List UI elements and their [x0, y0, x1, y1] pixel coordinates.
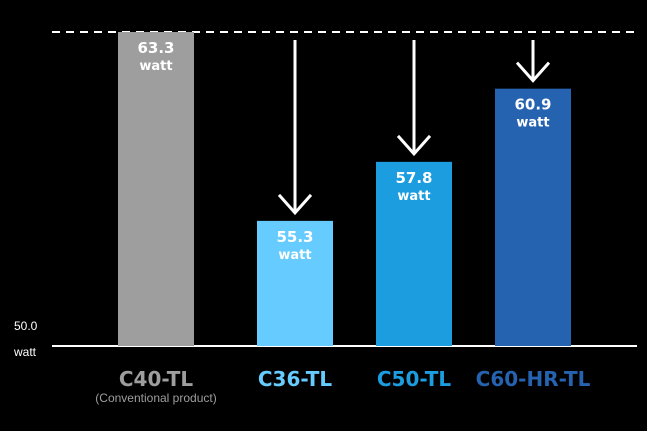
bar-unit-label: watt	[397, 189, 430, 204]
bar-unit-label: watt	[139, 59, 172, 74]
category-label: C36-TL	[258, 367, 333, 391]
category-label: C40-TL	[119, 367, 194, 391]
decrease-arrow-head	[277, 193, 313, 216]
bar	[495, 88, 571, 346]
decrease-arrow-head	[515, 61, 551, 83]
category-label: C60-HR-TL	[476, 367, 591, 391]
bar-value-label: 63.3	[137, 39, 174, 57]
baseline-value-label: 50.0	[14, 319, 38, 333]
labels-layer: 63.3 watt C40-TL(Conventional product) 55.3…	[95, 39, 590, 405]
bar-unit-label: watt	[278, 248, 311, 263]
bar-value-label: 55.3	[276, 228, 313, 246]
category-sublabel: (Conventional product)	[95, 391, 216, 405]
bar-unit-label: watt	[516, 116, 549, 131]
bar	[376, 161, 452, 346]
bar	[118, 32, 194, 346]
bar	[257, 220, 333, 346]
decrease-arrow-head	[396, 134, 432, 157]
bars-layer	[118, 32, 571, 346]
bar-value-label: 57.8	[395, 169, 432, 187]
category-label: C50-TL	[377, 367, 452, 391]
bar-value-label: 60.9	[514, 96, 551, 114]
baseline-unit-label: watt	[13, 345, 37, 359]
